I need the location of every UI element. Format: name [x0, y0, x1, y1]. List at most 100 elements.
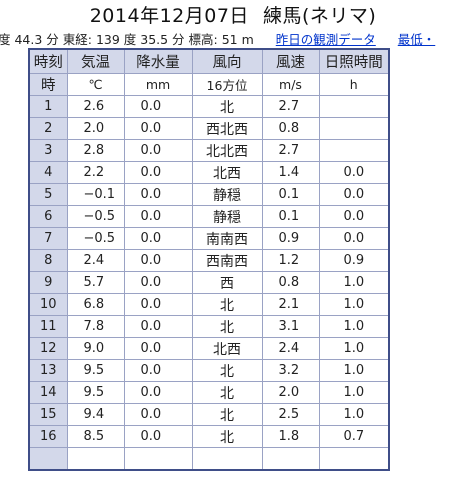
wind-dir-cell: 北西 [191, 337, 263, 360]
precip-cell: 0.0 [123, 359, 193, 382]
sunshine-cell: 0.0 [318, 205, 390, 228]
previous-day-link[interactable]: 昨日の観測データ [275, 32, 376, 47]
table-row: 1 2.6 0.0 北 2.7 [28, 95, 390, 118]
precip-cell: 0.0 [123, 95, 193, 118]
wind-dir-cell: 北 [191, 95, 263, 118]
hour-cell: 5 [28, 183, 68, 206]
hour-cell: 8 [28, 249, 68, 272]
unit-wind-dir: 16方位 [191, 73, 263, 96]
temp-cell [66, 447, 125, 471]
header-hour: 時刻 [28, 48, 68, 74]
precip-cell: 0.0 [123, 271, 193, 294]
sunshine-cell: 1.0 [318, 337, 390, 360]
temp-cell: −0.5 [66, 227, 125, 250]
wind-dir-cell: 北 [191, 425, 263, 448]
hour-cell: 1 [28, 95, 68, 118]
hour-cell: 2 [28, 117, 68, 140]
title-date: 2014年12月07日 [89, 5, 249, 27]
sunshine-cell [318, 139, 390, 162]
table-row: 3 2.8 0.0 北北西 2.7 [28, 139, 390, 162]
sunshine-cell: 1.0 [318, 381, 390, 404]
table-row: 16 8.5 0.0 北 1.8 0.7 [28, 425, 390, 448]
wind-speed-cell: 2.1 [261, 293, 320, 316]
wind-dir-cell: 北 [191, 403, 263, 426]
hour-cell [28, 447, 68, 471]
hour-cell: 15 [28, 403, 68, 426]
page-title: 2014年12月07日 練馬(ネリマ) [0, 1, 466, 28]
header-precip: 降水量 [123, 48, 193, 74]
header-wind-dir: 風向 [191, 48, 263, 74]
wind-dir-cell: 北 [191, 381, 263, 404]
temp-cell: 7.8 [66, 315, 125, 338]
longitude-text: 東経: 139 度 35.5 分 [62, 32, 185, 47]
hour-cell: 9 [28, 271, 68, 294]
wind-speed-cell: 1.8 [261, 425, 320, 448]
temp-cell: 9.4 [66, 403, 125, 426]
wind-dir-cell: 北 [191, 293, 263, 316]
header-sunshine: 日照時間 [318, 48, 390, 74]
station-info: 度 44.3 分 東経: 139 度 35.5 分 標高: 51 m 昨日の観測… [0, 29, 466, 48]
wind-speed-cell: 2.5 [261, 403, 320, 426]
sunshine-cell: 0.7 [318, 425, 390, 448]
wind-speed-cell: 2.0 [261, 381, 320, 404]
hour-cell: 4 [28, 161, 68, 184]
wind-dir-cell: 南南西 [191, 227, 263, 250]
table-row: 8 2.4 0.0 西南西 1.2 0.9 [28, 249, 390, 272]
unit-temp: ℃ [66, 73, 125, 96]
table-row: 10 6.8 0.0 北 2.1 1.0 [28, 293, 390, 316]
latitude-text: 度 44.3 分 [0, 32, 59, 47]
precip-cell: 0.0 [123, 381, 193, 404]
temp-cell: 8.5 [66, 425, 125, 448]
precip-cell: 0.0 [123, 337, 193, 360]
wind-dir-cell: 静穏 [191, 183, 263, 206]
unit-precip: mm [123, 73, 193, 96]
precip-cell: 0.0 [123, 249, 193, 272]
table-row: 5 −0.1 0.0 静穏 0.1 0.0 [28, 183, 390, 206]
table-row: 14 9.5 0.0 北 2.0 1.0 [28, 381, 390, 404]
sunshine-cell: 0.0 [318, 183, 390, 206]
wind-dir-cell: 北 [191, 359, 263, 382]
header-row: 時刻 気温 降水量 風向 風速 日照時間 [28, 48, 390, 74]
table-row: 11 7.8 0.0 北 3.1 1.0 [28, 315, 390, 338]
table-row: 13 9.5 0.0 北 3.2 1.0 [28, 359, 390, 382]
hour-cell: 12 [28, 337, 68, 360]
temp-cell: 2.4 [66, 249, 125, 272]
sunshine-cell: 1.0 [318, 359, 390, 382]
precip-cell: 0.0 [123, 293, 193, 316]
wind-dir-cell: 北北西 [191, 139, 263, 162]
precip-cell: 0.0 [123, 117, 193, 140]
hour-cell: 11 [28, 315, 68, 338]
precip-cell [123, 447, 193, 471]
hour-cell: 13 [28, 359, 68, 382]
sunshine-cell: 1.0 [318, 293, 390, 316]
precip-cell: 0.0 [123, 315, 193, 338]
header-temp: 気温 [66, 48, 125, 74]
title-place: 練馬(ネリマ) [262, 5, 377, 27]
wind-speed-cell: 1.2 [261, 249, 320, 272]
hour-cell: 16 [28, 425, 68, 448]
sunshine-cell: 1.0 [318, 403, 390, 426]
table-row: 4 2.2 0.0 北西 1.4 0.0 [28, 161, 390, 184]
precip-cell: 0.0 [123, 227, 193, 250]
header-wind-speed: 風速 [261, 48, 320, 74]
table-row [28, 447, 390, 471]
observation-table: 時刻 気温 降水量 風向 風速 日照時間 時 ℃ mm 16方位 m/s h 1… [28, 48, 390, 471]
temp-cell: 2.0 [66, 117, 125, 140]
sunshine-cell [318, 447, 390, 471]
temp-cell: 9.5 [66, 359, 125, 382]
sunshine-cell [318, 117, 390, 140]
sunshine-cell: 0.0 [318, 161, 390, 184]
temp-cell: 9.5 [66, 381, 125, 404]
sunshine-cell: 1.0 [318, 315, 390, 338]
wind-speed-cell: 3.2 [261, 359, 320, 382]
wind-speed-cell [261, 447, 320, 471]
latest-link[interactable]: 最低・ [397, 32, 436, 47]
wind-dir-cell: 北西 [191, 161, 263, 184]
wind-speed-cell: 3.1 [261, 315, 320, 338]
hour-cell: 7 [28, 227, 68, 250]
wind-dir-cell [191, 447, 263, 471]
precip-cell: 0.0 [123, 425, 193, 448]
temp-cell: −0.1 [66, 183, 125, 206]
wind-dir-cell: 北 [191, 315, 263, 338]
wind-dir-cell: 静穏 [191, 205, 263, 228]
